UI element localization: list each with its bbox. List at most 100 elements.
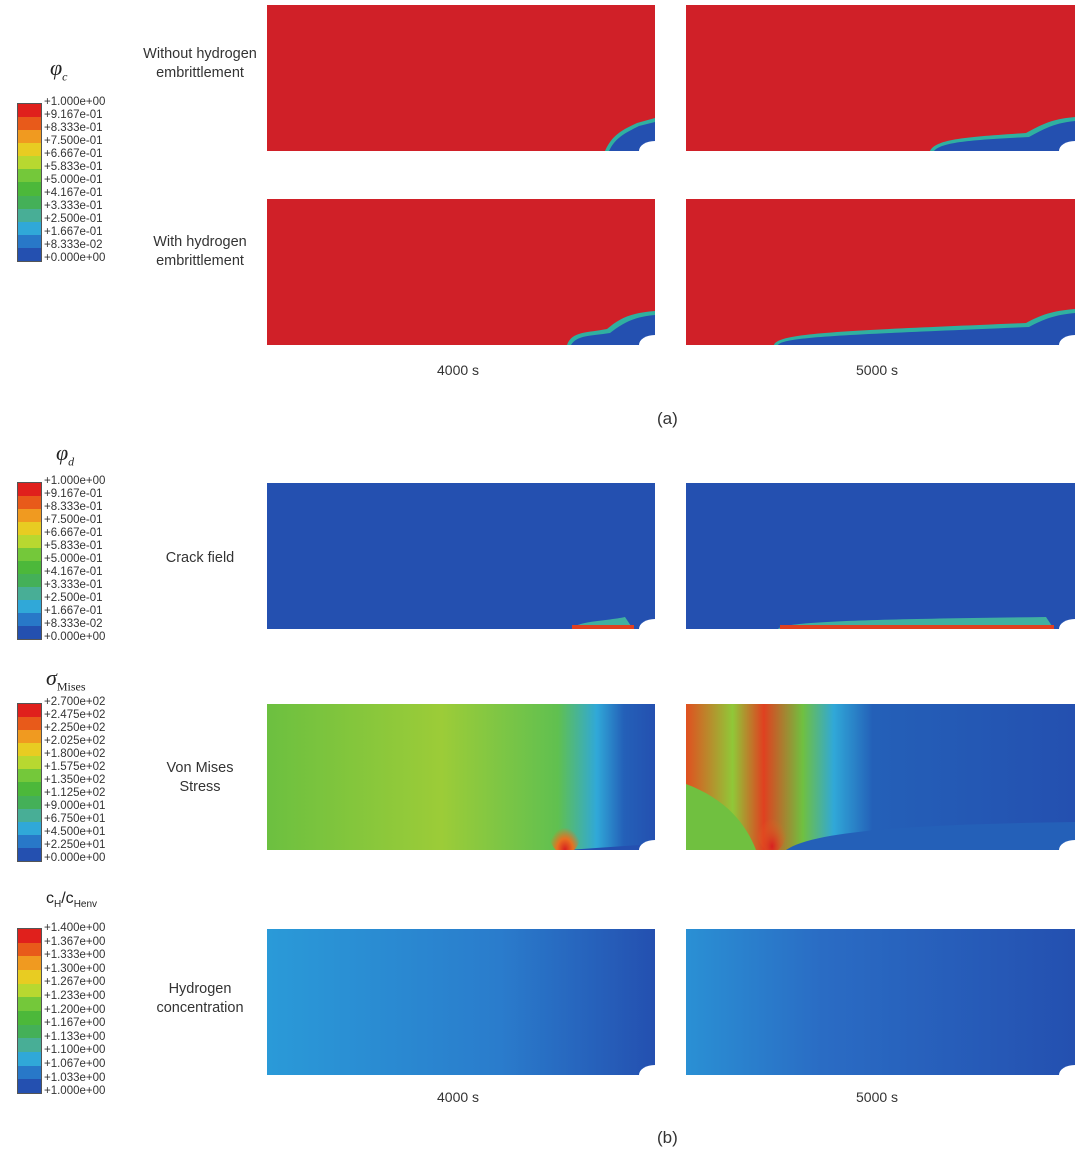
colorbar-ticks-mises: +2.700e+02 +2.475e+02 +2.250e+02 +2.025e+02… (44, 696, 105, 865)
colorbar-band (18, 143, 41, 157)
colorbar-band (18, 626, 41, 639)
colorbar-tick-label: +6.667e-01 (44, 527, 103, 539)
colorbar-tick-label: +5.000e-01 (44, 553, 103, 565)
colorbar-band (18, 613, 41, 626)
colorbar-band (18, 535, 41, 548)
time-label-5000s-a: 5000 s (856, 362, 899, 378)
colorbar-tick-label: +1.667e-01 (44, 226, 103, 238)
colorbar-band (18, 782, 41, 796)
colorbar-ticks-phi-d: +1.000e+00 +9.167e-01 +8.333e-01 +7.500e-01… (44, 475, 105, 644)
colorbar-tick-label: +1.000e+00 (44, 1085, 106, 1098)
colorbar-band (18, 929, 41, 943)
time-label-5000s-b: 5000 s (856, 1089, 899, 1105)
colorbar-tick-label: +1.000e+00 (44, 475, 106, 487)
colorbar-tick-label: +1.100e+00 (44, 1044, 106, 1057)
colorbar-band (18, 730, 41, 744)
row-label-hydrogen-conc: Hydrogen concentration (156, 981, 244, 1016)
colorbar-tick-label: +1.067e+00 (44, 1057, 106, 1070)
legend-title-phi-d: φd (56, 440, 75, 469)
colorbar-tick-label: +4.167e-01 (44, 187, 103, 199)
colorbar-band (18, 997, 41, 1012)
colorbar-tick-label: +4.500e+01 (44, 826, 106, 838)
colorbar-band (18, 156, 41, 170)
colorbar-tick-label: +6.750e+01 (44, 813, 106, 825)
panel-b-mises-4000s (267, 704, 655, 850)
colorbar-tick-label: +3.333e-01 (44, 200, 103, 212)
colorbar-band (18, 247, 41, 261)
colorbar-tick-label: +0.000e+00 (44, 852, 106, 864)
colorbar-tick-label: +5.833e-01 (44, 161, 103, 173)
colorbar-tick-label: +4.167e-01 (44, 566, 103, 578)
time-label-4000s-b: 4000 s (437, 1089, 480, 1105)
colorbar-tick-label: +1.333e+00 (44, 949, 106, 962)
colorbar-band (18, 195, 41, 209)
colorbar-tick-label: +2.250e+01 (44, 839, 106, 851)
colorbar-ch-ratio (17, 928, 42, 1094)
colorbar-tick-label: +0.000e+00 (44, 252, 106, 264)
colorbar-band (18, 169, 41, 183)
colorbar-band (18, 1024, 41, 1039)
colorbar-tick-label: +1.350e+02 (44, 774, 106, 786)
colorbar-tick-label: +8.333e-01 (44, 122, 103, 134)
colorbar-phi-d (17, 482, 42, 640)
time-label-4000s-a: 4000 s (437, 362, 480, 378)
colorbar-tick-label: +1.000e+00 (44, 96, 106, 108)
colorbar-tick-label: +5.833e-01 (44, 540, 103, 552)
colorbar-band (18, 600, 41, 613)
colorbar-tick-label: +7.500e-01 (44, 135, 103, 147)
colorbar-tick-label: +8.333e-02 (44, 239, 103, 251)
colorbar-tick-label: +1.575e+02 (44, 761, 106, 773)
colorbar-band (18, 522, 41, 535)
colorbar-band (18, 496, 41, 509)
colorbar-tick-label: +7.500e-01 (44, 514, 103, 526)
legend-title-mises: σMises (46, 665, 86, 694)
row-label-crack-field: Crack field (165, 550, 235, 566)
colorbar-tick-label: +8.333e-02 (44, 618, 103, 630)
colorbar-tick-label: +1.800e+02 (44, 748, 106, 760)
colorbar-band (18, 561, 41, 574)
colorbar-band (18, 104, 41, 118)
colorbar-band (18, 808, 41, 822)
colorbar-mises (17, 703, 42, 862)
panel-b-hydrogen-4000s (267, 929, 655, 1075)
colorbar-tick-label: +8.333e-01 (44, 501, 103, 513)
panel-b-crack-4000s (267, 483, 655, 629)
colorbar-band (18, 942, 41, 957)
panel-a-without-5000s (686, 5, 1075, 151)
colorbar-band (18, 756, 41, 770)
colorbar-band (18, 509, 41, 522)
colorbar-tick-label: +1.167e+00 (44, 1017, 106, 1030)
colorbar-tick-label: +3.333e-01 (44, 579, 103, 591)
colorbar-band (18, 1011, 41, 1025)
colorbar-tick-label: +1.367e+00 (44, 935, 106, 948)
colorbar-band (18, 704, 41, 718)
colorbar-ticks-ch-ratio: +1.400e+00 +1.367e+00 +1.333e+00 +1.300e+00… (44, 922, 105, 1099)
colorbar-tick-label: +2.500e-01 (44, 213, 103, 225)
colorbar-band (18, 208, 41, 222)
colorbar-band (18, 587, 41, 600)
colorbar-tick-label: +1.300e+00 (44, 962, 106, 975)
colorbar-tick-label: +1.667e-01 (44, 605, 103, 617)
colorbar-band (18, 483, 41, 496)
colorbar-band (18, 795, 41, 809)
colorbar-band (18, 743, 41, 757)
colorbar-band (18, 117, 41, 131)
caption-a: (a) (657, 409, 678, 428)
colorbar-tick-label: +9.000e+01 (44, 800, 106, 812)
colorbar-tick-label: +2.025e+02 (44, 735, 106, 747)
colorbar-band (18, 956, 41, 971)
colorbar-band (18, 834, 41, 848)
colorbar-band (18, 1052, 41, 1066)
panel-a-with-4000s (267, 199, 655, 345)
colorbar-tick-label: +2.700e+02 (44, 696, 106, 708)
colorbar-band (18, 574, 41, 587)
panel-b-hydrogen-5000s (686, 929, 1075, 1075)
colorbar-band (18, 769, 41, 783)
row-label-von-mises: Von Mises Stress (166, 760, 234, 795)
colorbar-band (18, 182, 41, 196)
colorbar-tick-label: +1.133e+00 (44, 1030, 106, 1043)
colorbar-tick-label: +1.033e+00 (44, 1071, 106, 1084)
legend-title-phi-c: φc (50, 55, 68, 84)
colorbar-band (18, 234, 41, 248)
colorbar-tick-label: +1.233e+00 (44, 989, 106, 1002)
